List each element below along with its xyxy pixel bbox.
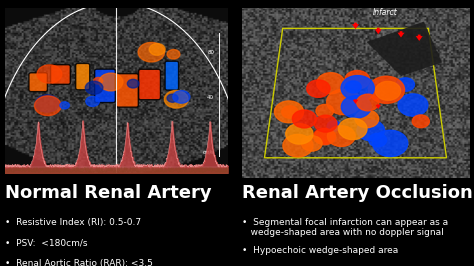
FancyBboxPatch shape	[76, 64, 90, 90]
Circle shape	[138, 42, 164, 62]
Polygon shape	[367, 22, 442, 76]
FancyBboxPatch shape	[29, 73, 47, 92]
Circle shape	[375, 81, 401, 100]
Text: Infarct: Infarct	[373, 8, 398, 17]
Circle shape	[313, 128, 335, 144]
Circle shape	[35, 96, 61, 116]
Circle shape	[373, 130, 408, 156]
Text: Renal Artery Occlusion: Renal Artery Occlusion	[242, 184, 473, 202]
Circle shape	[94, 77, 103, 84]
Circle shape	[357, 120, 384, 141]
Circle shape	[37, 65, 62, 83]
Circle shape	[341, 76, 374, 100]
Circle shape	[317, 73, 345, 94]
FancyBboxPatch shape	[116, 74, 138, 107]
Text: cm/s: cm/s	[202, 149, 214, 154]
FancyBboxPatch shape	[95, 69, 115, 102]
Circle shape	[85, 81, 103, 94]
Text: 40: 40	[207, 95, 214, 100]
Circle shape	[149, 44, 165, 55]
Text: •  Renal Aortic Ratio (RAR): <3.5: • Renal Aortic Ratio (RAR): <3.5	[5, 259, 153, 266]
FancyBboxPatch shape	[165, 61, 179, 90]
Text: •  Resistive Index (RI): 0.5-0.7: • Resistive Index (RI): 0.5-0.7	[5, 218, 141, 227]
Circle shape	[328, 126, 355, 147]
Circle shape	[368, 76, 404, 103]
Circle shape	[341, 96, 371, 118]
Circle shape	[357, 94, 379, 111]
Circle shape	[283, 134, 313, 157]
Circle shape	[301, 136, 322, 151]
Circle shape	[345, 70, 370, 89]
FancyBboxPatch shape	[138, 69, 161, 100]
Circle shape	[316, 104, 334, 118]
Circle shape	[346, 81, 361, 93]
Circle shape	[307, 80, 330, 97]
Circle shape	[412, 115, 429, 128]
Circle shape	[99, 73, 123, 91]
Circle shape	[274, 101, 303, 123]
Text: •  Segmental focal infarction can appear as a
   wedge-shaped area with no doppl: • Segmental focal infarction can appear …	[242, 218, 448, 237]
Text: 80: 80	[207, 50, 214, 55]
Circle shape	[128, 79, 139, 88]
Circle shape	[355, 110, 379, 128]
Circle shape	[314, 115, 337, 132]
Circle shape	[396, 78, 414, 91]
Circle shape	[282, 106, 298, 118]
Circle shape	[292, 110, 316, 128]
Circle shape	[398, 94, 428, 116]
Circle shape	[36, 95, 59, 112]
Circle shape	[369, 133, 387, 147]
Circle shape	[60, 102, 70, 109]
Text: •  Hypoechoic wedge-shaped area: • Hypoechoic wedge-shaped area	[242, 246, 398, 255]
Circle shape	[327, 89, 361, 115]
Circle shape	[86, 96, 100, 106]
Text: Normal Renal Artery: Normal Renal Artery	[5, 184, 211, 202]
FancyBboxPatch shape	[51, 65, 70, 84]
Text: •  PSV:  <180cm/s: • PSV: <180cm/s	[5, 238, 87, 247]
Circle shape	[164, 90, 188, 108]
Circle shape	[167, 94, 178, 102]
Circle shape	[167, 49, 180, 59]
Circle shape	[338, 118, 367, 140]
Circle shape	[327, 121, 341, 131]
Circle shape	[286, 124, 313, 144]
Circle shape	[314, 128, 336, 145]
Circle shape	[173, 91, 190, 103]
